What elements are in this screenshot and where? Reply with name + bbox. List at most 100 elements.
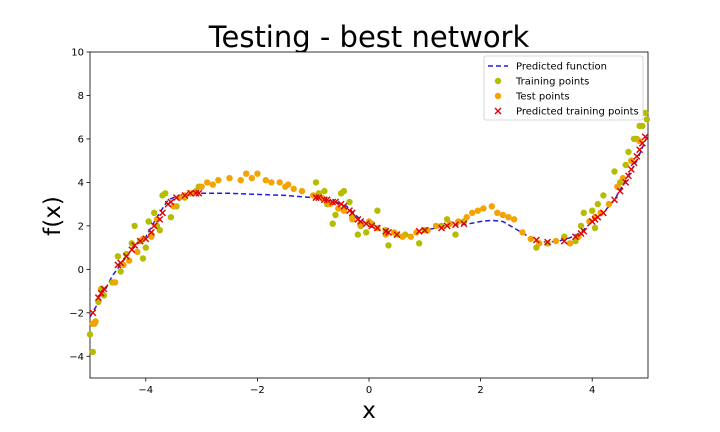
data-point — [589, 207, 596, 214]
data-point — [125, 257, 133, 264]
predicted-point-marker — [97, 289, 105, 297]
predicted-point-marker — [142, 235, 150, 243]
data-point — [527, 235, 534, 243]
x-tick-label: −4 — [138, 385, 153, 396]
data-point — [167, 214, 175, 221]
y-tick-label: 8 — [78, 91, 84, 102]
predicted-point-marker — [315, 194, 323, 202]
y-tick-label: 2 — [78, 221, 84, 232]
predicted-point-marker — [195, 189, 203, 197]
data-point — [262, 177, 269, 184]
data-point — [117, 268, 124, 275]
predicted-point-marker — [571, 233, 579, 241]
chart-title: Testing - best network — [208, 20, 530, 54]
y-axis-label: f(x) — [40, 196, 66, 236]
predicted-point-marker — [415, 227, 423, 235]
data-point — [204, 179, 211, 186]
predicted-point-marker — [438, 224, 446, 232]
data-point — [340, 207, 348, 214]
data-point — [505, 214, 512, 221]
data-point — [243, 170, 250, 177]
data-point — [156, 227, 163, 234]
data-point — [611, 168, 618, 175]
data-point — [298, 187, 306, 195]
data-point — [605, 200, 613, 208]
data-point — [594, 200, 601, 208]
data-point — [561, 233, 568, 240]
predicted-point-marker — [624, 172, 632, 180]
data-point — [438, 222, 445, 230]
x-tick-label: 0 — [366, 385, 372, 396]
predicted-point-marker — [131, 241, 139, 249]
predicted-point-marker — [147, 228, 155, 236]
data-point — [385, 242, 392, 249]
data-point — [170, 203, 177, 210]
predicted-point-marker — [460, 220, 468, 228]
legend-dot-icon — [494, 77, 502, 85]
data-point — [474, 207, 481, 214]
predicted-point-marker — [451, 221, 459, 229]
predicted-point-marker — [599, 209, 607, 217]
predicted-point-marker — [348, 209, 356, 217]
predicted-point-marker — [323, 196, 331, 204]
data-point — [374, 207, 381, 214]
data-point — [142, 244, 149, 251]
data-point — [625, 148, 632, 156]
predicted-point-marker — [150, 222, 158, 230]
legend-label: Training points — [515, 77, 589, 88]
data-point — [114, 253, 122, 260]
predicted-point-marker — [532, 236, 540, 244]
legend-x-icon — [494, 107, 502, 115]
data-point — [198, 183, 205, 190]
data-point — [290, 185, 297, 193]
predicted-point-marker — [393, 231, 401, 239]
predicted-point-marker — [560, 237, 568, 245]
x-axis-label: x — [362, 398, 376, 424]
predicted-point-marker — [159, 209, 167, 217]
predicted-point-marker — [638, 139, 646, 147]
predicted-point-marker — [320, 196, 328, 204]
data-point — [591, 224, 599, 232]
data-point — [600, 192, 607, 199]
predicted-point-marker — [630, 159, 638, 167]
data-point — [151, 209, 158, 216]
data-point — [499, 211, 507, 219]
predicted-point-marker — [94, 294, 102, 302]
data-point — [349, 216, 356, 223]
predicted-point-marker — [172, 194, 180, 202]
data-point — [148, 233, 155, 240]
legend: Predicted function Training points Test po… — [483, 55, 644, 121]
predicted-point-marker — [332, 198, 340, 206]
data-point — [335, 205, 342, 212]
predicted-point-marker — [580, 227, 588, 235]
predicted-point-marker — [443, 222, 451, 230]
data-point — [463, 214, 470, 221]
data-point — [86, 331, 94, 338]
predicted-point-marker — [544, 238, 552, 246]
data-point — [639, 122, 646, 130]
legend-label: Predicted training points — [516, 107, 639, 118]
predicted-point-marker — [312, 194, 320, 202]
predicted-point-marker — [100, 285, 108, 293]
data-point — [145, 218, 152, 225]
data-point — [92, 318, 99, 325]
data-point — [399, 233, 406, 240]
predicted-point-marker — [421, 226, 429, 234]
data-point — [619, 174, 627, 182]
data-point — [432, 222, 440, 230]
y-tick-label: 6 — [78, 134, 84, 145]
predicted-point-marker — [627, 165, 635, 173]
data-point — [95, 298, 102, 306]
y-tick-label: 4 — [78, 178, 84, 189]
predicted-point-marker — [385, 228, 393, 236]
data-point — [215, 177, 222, 184]
predicted-point-marker — [117, 259, 125, 267]
legend-box — [483, 55, 644, 121]
data-point — [580, 209, 587, 216]
predicted-point-marker — [167, 198, 175, 206]
predicted-point-marker — [186, 189, 194, 197]
predicted-point-marker — [636, 146, 644, 154]
data-point — [276, 179, 283, 186]
legend-dot-icon — [494, 92, 502, 100]
